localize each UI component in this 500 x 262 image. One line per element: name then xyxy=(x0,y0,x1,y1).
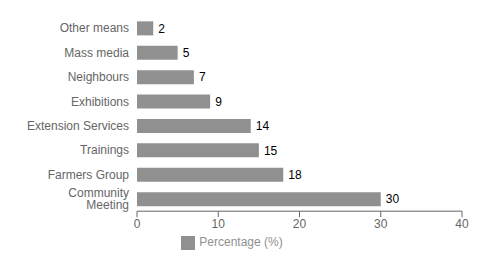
svg-text:20: 20 xyxy=(293,217,307,231)
svg-text:15: 15 xyxy=(264,144,278,158)
svg-text:30: 30 xyxy=(386,192,400,206)
html-text:Percentage (%): Percentage (%) xyxy=(199,235,283,250)
svg-text:0: 0 xyxy=(134,217,141,231)
svg-text:30: 30 xyxy=(374,217,388,231)
svg-text:18: 18 xyxy=(288,168,302,182)
svg-text:Mass media: Mass media xyxy=(64,46,129,60)
svg-text:Exhibitions: Exhibitions xyxy=(71,95,129,109)
svg-text:Trainings: Trainings xyxy=(80,143,129,157)
svg-text:Other means: Other means xyxy=(60,21,129,35)
svg-text:40: 40 xyxy=(455,217,469,231)
svg-text:2: 2 xyxy=(158,22,165,36)
svg-text:7: 7 xyxy=(199,70,206,84)
svg-text:5: 5 xyxy=(183,46,190,60)
svg-text:Extension Services: Extension Services xyxy=(27,119,129,133)
svg-text:14: 14 xyxy=(256,119,270,133)
svg-text:Farmers Group: Farmers Group xyxy=(48,168,130,182)
svg-text:Neighbours: Neighbours xyxy=(68,70,129,84)
svg-text:10: 10 xyxy=(212,217,226,231)
svg-text:CommunityMeeting: CommunityMeeting xyxy=(68,186,129,212)
svg-text:9: 9 xyxy=(215,95,222,109)
